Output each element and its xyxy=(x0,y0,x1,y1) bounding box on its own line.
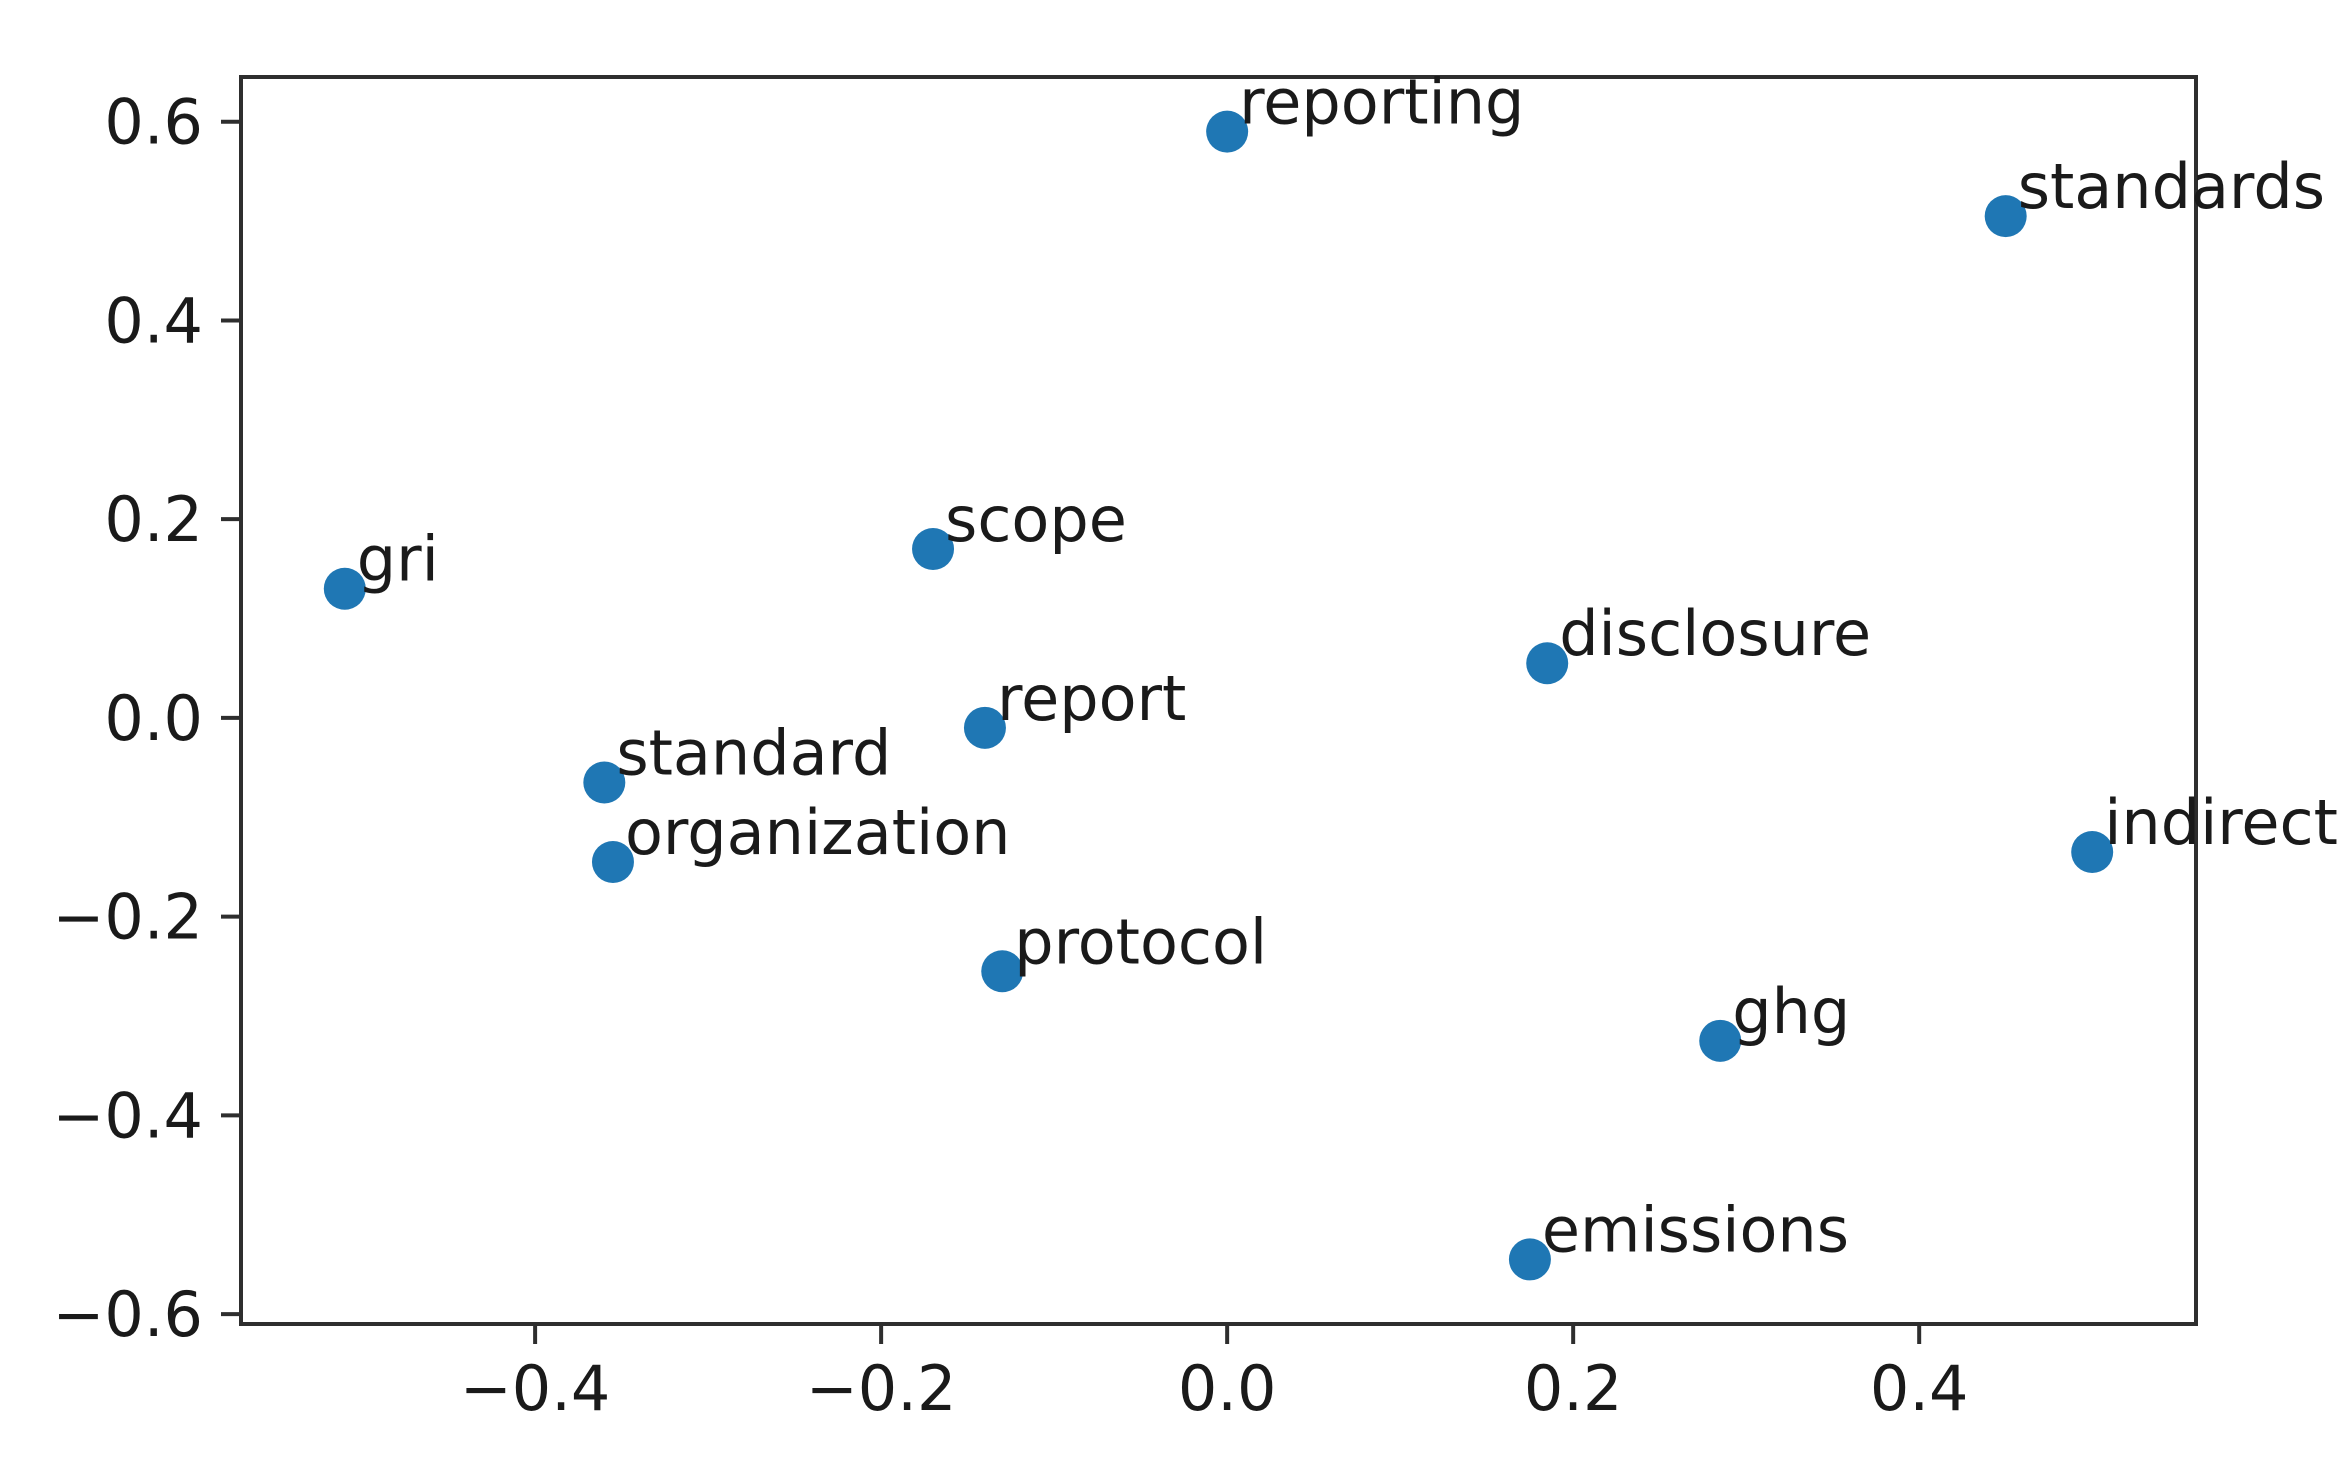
point-label: scope xyxy=(945,483,1127,556)
x-tick-label: −0.2 xyxy=(806,1352,957,1425)
point-label: ghg xyxy=(1732,975,1850,1048)
point-label: report xyxy=(997,662,1186,735)
x-tick-label: −0.4 xyxy=(460,1352,611,1425)
x-tick-label: 0.0 xyxy=(1178,1352,1277,1425)
y-tick-label: −0.2 xyxy=(52,881,203,954)
data-point xyxy=(981,950,1024,993)
data-point xyxy=(963,706,1006,749)
data-point xyxy=(1984,195,2027,238)
point-label: reporting xyxy=(1239,66,1524,139)
x-tick-label: 0.2 xyxy=(1524,1352,1623,1425)
y-tick-label: 0.6 xyxy=(104,86,203,159)
data-point xyxy=(1508,1238,1551,1281)
y-tick-label: 0.2 xyxy=(104,483,203,556)
data-point xyxy=(591,840,634,883)
point-label: indirect xyxy=(2104,786,2338,859)
data-point xyxy=(1699,1019,1742,1062)
data-point xyxy=(2071,831,2114,874)
data-point xyxy=(912,527,955,570)
y-tick-label: 0.0 xyxy=(104,682,203,755)
data-point xyxy=(323,567,366,610)
point-label: standard xyxy=(616,716,891,789)
y-tick-label: 0.4 xyxy=(104,284,203,357)
point-label: standards xyxy=(2018,150,2325,223)
point-label: disclosure xyxy=(1559,597,1871,670)
point-label: gri xyxy=(357,523,439,596)
point-label: emissions xyxy=(1542,1193,1849,1266)
point-label: protocol xyxy=(1014,905,1267,978)
y-tick-label: −0.6 xyxy=(52,1278,203,1351)
data-point xyxy=(583,761,626,804)
y-tick-label: −0.4 xyxy=(52,1079,203,1152)
data-point xyxy=(1526,642,1569,685)
point-label: organization xyxy=(625,796,1011,869)
plot-frame xyxy=(239,75,2198,1326)
x-tick-label: 0.4 xyxy=(1870,1352,1969,1425)
data-point xyxy=(1206,110,1249,153)
